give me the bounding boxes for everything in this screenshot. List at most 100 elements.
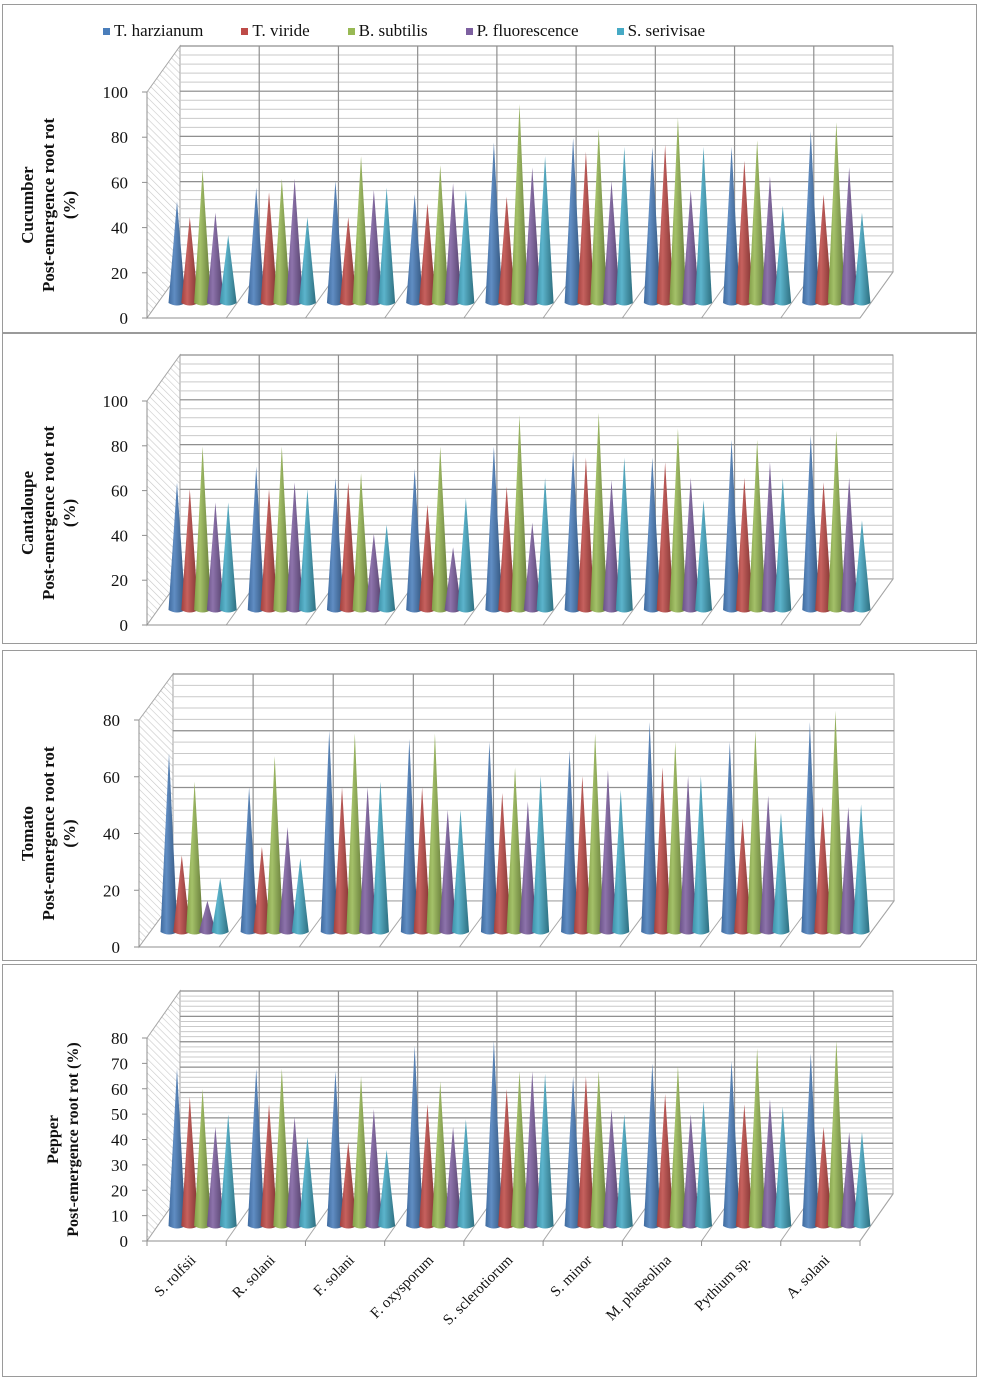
y-tick-label: 0 <box>112 938 121 957</box>
cone-t-harzianum-pythium-sp- <box>723 1061 741 1229</box>
cone-p-fluorescence-m-phaseolina <box>679 775 697 935</box>
cone-t-harzianum-pythium-sp- <box>723 439 741 613</box>
cone-s-serivisae-pythium-sp- <box>772 812 790 935</box>
legend-label: T. viride <box>252 21 310 40</box>
cone-b-subtilis-s-minor <box>590 412 608 613</box>
cone-s-serivisae-s-minor <box>612 790 630 935</box>
cone-p-fluorescence-r-solani <box>279 827 297 935</box>
cone-t-harzianum-s-rolfsii <box>168 201 186 306</box>
cone-p-fluorescence-s-rolfsii <box>206 1127 224 1229</box>
x-category-label: F. oxysporum <box>368 1252 438 1322</box>
y-tick-label: 10 <box>111 1207 128 1226</box>
cone-t-viride-f-solani <box>333 787 351 935</box>
cone-p-fluorescence-pythium-sp- <box>761 462 779 613</box>
y-axis-label-line: (%) <box>60 819 79 847</box>
y-tick-label: 50 <box>111 1105 128 1124</box>
cone-t-viride-pythium-sp- <box>735 1104 753 1229</box>
y-tick-label: 20 <box>111 1181 128 1200</box>
cone-s-serivisae-s-sclerotiorum <box>536 156 554 306</box>
y-tick-label: 40 <box>111 526 128 545</box>
cone-s-serivisae-s-rolfsii <box>219 1114 237 1229</box>
cone-t-viride-a-solani <box>814 807 832 935</box>
y-tick-label: 70 <box>111 1054 128 1073</box>
y-tick-label: 100 <box>103 83 129 102</box>
cone-p-fluorescence-s-rolfsii <box>198 900 216 935</box>
cone-t-harzianum-m-phaseolina <box>643 457 661 613</box>
cone-s-serivisae-f-solani <box>378 524 396 613</box>
cone-t-harzianum-s-sclerotiorum <box>485 1040 503 1229</box>
cone-t-harzianum-f-solani <box>326 1071 344 1229</box>
cone-b-subtilis-f-solani <box>346 733 364 935</box>
cone-t-viride-f-oxysporum <box>418 203 436 306</box>
cone-s-serivisae-s-rolfsii <box>219 502 237 613</box>
cone-b-subtilis-m-phaseolina <box>669 117 687 306</box>
y-axis-label: Cucumber Post-emergence root rot (%) <box>18 118 79 292</box>
cone-t-harzianum-s-sclerotiorum <box>485 446 503 613</box>
cone-t-viride-s-minor <box>577 457 595 613</box>
cone-t-viride-a-solani <box>815 1127 833 1229</box>
cone-p-fluorescence-s-minor <box>603 180 621 306</box>
cone-b-subtilis-f-solani <box>352 156 370 306</box>
floor-divider <box>859 900 895 948</box>
cone-s-serivisae-r-solani <box>291 858 309 935</box>
cone-t-viride-s-minor <box>573 775 591 935</box>
cone-b-subtilis-s-rolfsii <box>194 446 212 613</box>
cone-p-fluorescence-s-minor <box>603 480 621 613</box>
cone-s-serivisae-r-solani <box>298 217 316 306</box>
cone-p-fluorescence-pythium-sp- <box>759 795 777 935</box>
cone-b-subtilis-m-phaseolina <box>669 1066 687 1229</box>
cone-p-fluorescence-m-phaseolina <box>682 190 700 306</box>
y-tick-label: 20 <box>111 264 128 283</box>
cone-t-harzianum-s-rolfsii <box>168 1068 186 1229</box>
cone-s-serivisae-pythium-sp- <box>774 1106 792 1229</box>
legend-item-t-viride: T. viride <box>241 21 310 41</box>
cone-s-serivisae-a-solani <box>852 804 870 935</box>
cone-t-harzianum-s-minor <box>561 750 579 935</box>
chart-tomato: 0 20 40 60 80 Tomato Post-emergence root rot (%… <box>18 672 895 957</box>
cone-t-viride-pythium-sp- <box>734 818 752 935</box>
cone-s-serivisae-pythium-sp- <box>774 477 792 613</box>
cone-t-harzianum-a-solani <box>802 131 820 306</box>
cone-p-fluorescence-r-solani <box>286 482 304 613</box>
cone-t-viride-a-solani <box>815 194 833 306</box>
y-tick-label: 40 <box>103 825 120 844</box>
cone-p-fluorescence-a-solani <box>840 1132 858 1229</box>
cone-t-viride-s-rolfsii <box>181 489 199 613</box>
cone-p-fluorescence-f-oxysporum <box>444 547 462 613</box>
y-axis-label-line: Cantaloupe <box>18 471 37 556</box>
cone-t-harzianum-r-solani <box>247 466 265 613</box>
cone-t-harzianum-r-solani <box>247 187 265 306</box>
cone-t-viride-s-rolfsii <box>181 1096 199 1229</box>
cone-s-serivisae-s-rolfsii <box>219 235 237 306</box>
cone-p-fluorescence-s-minor <box>603 1109 621 1229</box>
y-tick-label: 80 <box>111 1029 128 1048</box>
cone-p-fluorescence-f-oxysporum <box>444 1127 462 1229</box>
cone-t-viride-s-sclerotiorum <box>498 1088 516 1229</box>
legend: T. harzianum T. viride B. subtilis P. fl… <box>103 21 743 41</box>
cone-b-subtilis-r-solani <box>266 756 284 935</box>
cone-t-viride-f-oxysporum <box>413 787 431 935</box>
cone-s-serivisae-s-minor <box>615 457 633 613</box>
cone-t-harzianum-r-solani <box>240 787 258 935</box>
cone-b-subtilis-pythium-sp- <box>748 140 766 306</box>
x-category-label: A. solani <box>784 1253 834 1303</box>
cone-b-subtilis-pythium-sp- <box>746 730 764 935</box>
cone-t-viride-r-solani <box>260 1104 278 1229</box>
y-axis-label-line: (%) <box>60 191 79 219</box>
cone-b-subtilis-r-solani <box>273 178 291 306</box>
y-tick-label: 60 <box>111 482 128 501</box>
cone-t-harzianum-s-sclerotiorum <box>485 142 503 306</box>
legend-label: T. harzianum <box>114 21 204 40</box>
cone-b-subtilis-m-phaseolina <box>666 741 684 935</box>
x-category-label: F. solani <box>311 1253 358 1300</box>
cone-b-subtilis-s-sclerotiorum <box>510 1071 528 1229</box>
cone-p-fluorescence-s-sclerotiorum <box>523 167 541 306</box>
cone-s-serivisae-m-phaseolina <box>692 775 710 935</box>
y-tick-label: 40 <box>111 1131 128 1150</box>
floor-divider <box>859 1193 894 1242</box>
cone-b-subtilis-f-oxysporum <box>431 165 449 306</box>
cone-t-harzianum-a-solani <box>801 722 819 935</box>
cone-t-viride-a-solani <box>815 482 833 613</box>
cone-b-subtilis-s-minor <box>586 733 604 935</box>
